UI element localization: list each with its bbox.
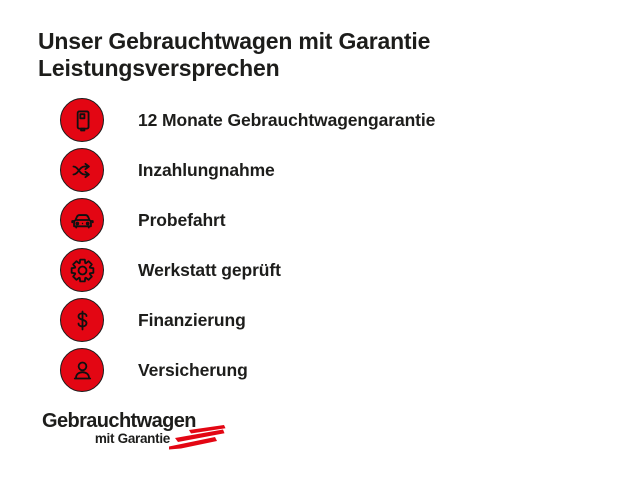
car-front-icon [60,198,104,242]
list-item: Probefahrt [60,195,435,245]
trade-in-shuffle-icon [60,148,104,192]
logo-text-line-2: mit Garantie [94,431,170,446]
warranty-booklet-icon [60,98,104,142]
dollar-icon [60,298,104,342]
benefit-list: 12 Monate Gebrauchtwagengarantie Inzahlu… [60,95,435,395]
person-icon [60,348,104,392]
benefit-label: Probefahrt [138,209,226,230]
page-title: Unser Gebrauchtwagen mit Garantie Leistu… [38,28,430,82]
title-line-1: Unser Gebrauchtwagen mit Garantie [38,28,431,54]
list-item: Versicherung [60,345,435,395]
list-item: Inzahlungnahme [60,145,435,195]
red-brush-swoosh-icon [169,425,226,450]
list-item: 12 Monate Gebrauchtwagengarantie [60,95,435,145]
benefit-label: 12 Monate Gebrauchtwagengarantie [138,109,436,130]
benefit-label: Inzahlungnahme [138,159,275,180]
gebrauchtwagen-mit-garantie-logo: Gebrauchtwagen mit Garantie [42,411,242,459]
benefit-label: Finanzierung [138,309,246,330]
title-line-2: Leistungsversprechen [38,55,280,81]
list-item: Finanzierung [60,295,435,345]
benefit-label: Werkstatt geprüft [138,259,281,280]
benefit-label: Versicherung [138,359,248,380]
gear-icon [60,248,104,292]
logo-text-line-1: Gebrauchtwagen [42,410,196,432]
list-item: Werkstatt geprüft [60,245,435,295]
